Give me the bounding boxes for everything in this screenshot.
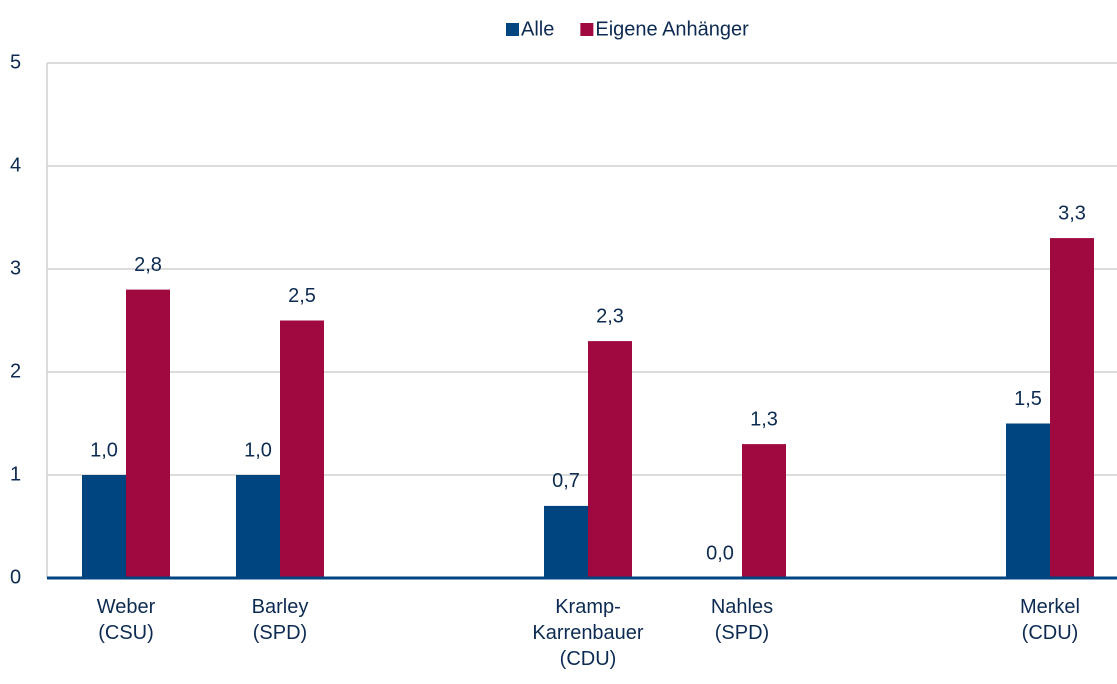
- bar: [280, 320, 324, 578]
- value-label: 0,0: [706, 542, 734, 564]
- legend-label: Eigene Anhänger: [595, 18, 749, 40]
- y-tick-label: 5: [10, 51, 21, 73]
- value-label: 1,0: [244, 439, 272, 461]
- value-label: 2,5: [288, 285, 316, 307]
- bar: [1006, 423, 1050, 578]
- bar: [544, 505, 588, 578]
- bar: [588, 341, 632, 578]
- y-tick-label: 0: [10, 566, 21, 588]
- x-tick-label: Kramp- Karrenbauer (CDU): [532, 596, 644, 670]
- value-label: 1,5: [1014, 388, 1042, 410]
- bar: [236, 475, 280, 578]
- x-tick-label: Barley (SPD): [251, 596, 309, 644]
- value-label: 1,3: [750, 408, 778, 430]
- value-label: 1,0: [90, 439, 118, 461]
- bar: [82, 475, 126, 578]
- bar: [742, 444, 786, 578]
- value-label: 0,7: [552, 470, 580, 492]
- y-tick-label: 1: [10, 463, 21, 485]
- legend-label: Alle: [521, 18, 554, 40]
- x-tick-label: Nahles (SPD): [710, 596, 774, 644]
- value-label: 3,3: [1058, 202, 1086, 224]
- x-tick-label: Merkel (CDU): [1019, 596, 1080, 644]
- y-tick-label: 2: [10, 360, 21, 382]
- value-label: 2,8: [134, 254, 162, 276]
- legend-swatch: [580, 23, 594, 36]
- y-tick-label: 3: [10, 257, 21, 279]
- bar: [126, 289, 170, 578]
- y-tick-label: 4: [10, 154, 21, 176]
- legend-swatch: [506, 23, 519, 36]
- bar: [1050, 238, 1094, 578]
- x-tick-label: Weber (CSU): [96, 596, 156, 644]
- value-label: 2,3: [596, 305, 624, 327]
